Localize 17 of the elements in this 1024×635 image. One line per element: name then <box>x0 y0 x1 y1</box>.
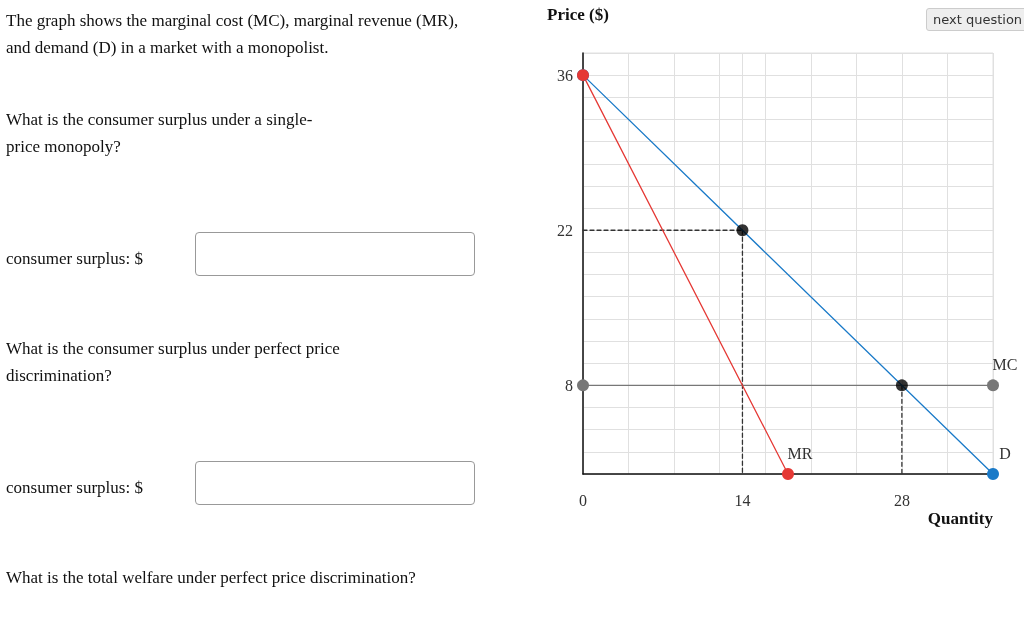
x-axis-title: Quantity <box>927 509 994 528</box>
x-tick-label: 0 <box>579 491 587 509</box>
series-label: MR <box>787 444 813 462</box>
series-label: MC <box>992 355 1018 373</box>
y-axis-title: Price ($) <box>547 5 609 24</box>
x-tick-label: 28 <box>893 491 910 509</box>
y-tick-label: 22 <box>557 221 573 239</box>
text: consumer surplus: $ <box>6 248 144 270</box>
text: consumer surplus: $ <box>6 477 144 499</box>
x-tick-label: 14 <box>734 491 751 509</box>
y-tick-label: 36 <box>557 66 573 84</box>
y-tick-label: 8 <box>565 376 573 394</box>
text: The graph shows the marginal cost (MC), marginal revenue (MR), and demand (D) in a market with a monopolist. <box>6 10 460 59</box>
text: What is the consumer surplus under a single-price monopoly? <box>6 109 314 158</box>
series-label: D <box>999 444 1011 462</box>
text: What is the consumer surplus under perfect price discrimination? <box>6 338 341 387</box>
text: What is the total welfare under perfect price discrimination? <box>6 567 417 589</box>
